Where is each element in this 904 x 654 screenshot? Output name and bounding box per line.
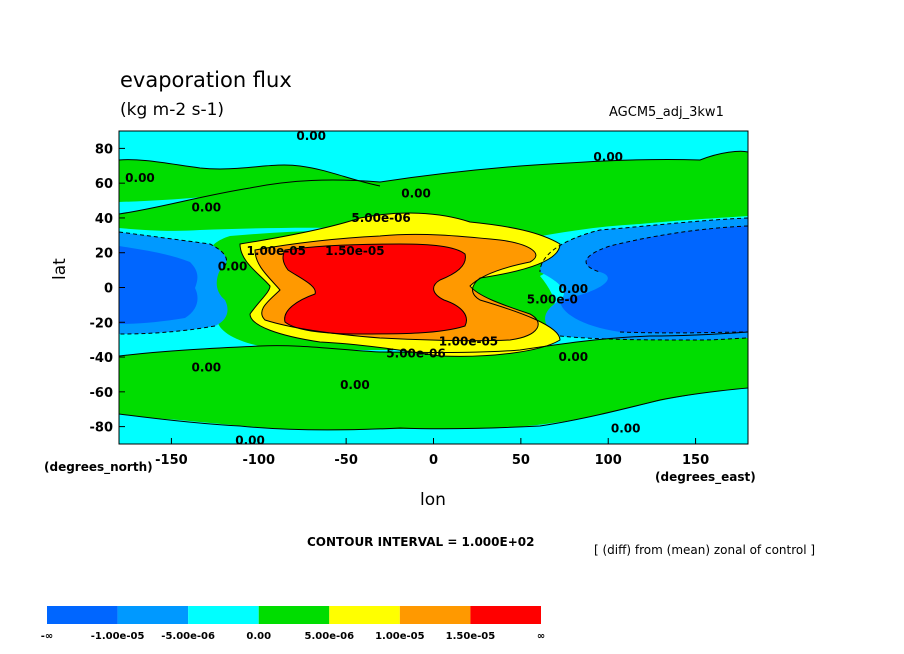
colorbar-swatch bbox=[188, 606, 259, 624]
chart-title: evaporation flux bbox=[120, 68, 292, 92]
colorbar-label: -1.00e-05 bbox=[91, 631, 145, 642]
contour-label: 0.00 bbox=[235, 434, 265, 448]
colorbar-label: -∞ bbox=[41, 631, 53, 642]
x-axis-label: lon bbox=[420, 490, 446, 510]
colorbar-label: 1.00e-05 bbox=[375, 631, 425, 642]
contour-label: 5.00e-06 bbox=[351, 211, 410, 225]
x-tick-label: 100 bbox=[595, 453, 622, 468]
colorbar-swatch bbox=[258, 606, 330, 624]
contour-label: 1.00e-05 bbox=[247, 244, 306, 258]
contour-label: 0.00 bbox=[558, 350, 588, 364]
colorbar-swatch bbox=[399, 606, 471, 624]
y-tick-label: -80 bbox=[90, 421, 114, 436]
contour-label: 0.00 bbox=[558, 282, 588, 296]
colorbar-label: 5.00e-06 bbox=[305, 631, 355, 642]
y-tick-label: 20 bbox=[95, 247, 113, 262]
contour-label: 5.00e-0 bbox=[527, 293, 578, 307]
contour-label: 1.50e-05 bbox=[325, 244, 384, 258]
x-tick-label: 0 bbox=[429, 453, 438, 468]
chart-units: (kg m-2 s-1) bbox=[120, 100, 225, 120]
colorbar-label: -5.00e-06 bbox=[161, 631, 215, 642]
y-tick-label: -20 bbox=[90, 316, 114, 331]
colorbar-label: 0.00 bbox=[246, 631, 271, 642]
colorbar-label: 1.50e-05 bbox=[446, 631, 496, 642]
model-name: AGCM5_adj_3kw1 bbox=[609, 105, 724, 120]
x-tick-label: 50 bbox=[512, 453, 530, 468]
contour-label: 0.00 bbox=[296, 129, 326, 143]
contour-label: 5.00e-06 bbox=[386, 347, 445, 361]
contour-label: 0.00 bbox=[218, 260, 248, 274]
x-tick-label: -50 bbox=[334, 453, 358, 468]
y-tick-label: 60 bbox=[95, 177, 113, 192]
contour-label: 0.00 bbox=[192, 360, 222, 374]
colorbar-swatch bbox=[470, 606, 541, 624]
contour-interval: CONTOUR INTERVAL = 1.000E+02 bbox=[307, 535, 535, 549]
x-tick-label: 150 bbox=[682, 453, 709, 468]
y-axis-unit: (degrees_north) bbox=[44, 460, 153, 474]
y-tick-label: 80 bbox=[95, 142, 113, 157]
x-axis-unit: (degrees_east) bbox=[655, 470, 756, 484]
contour-label: 1.00e-05 bbox=[439, 334, 498, 348]
diff-note: [ (diff) from (mean) zonal of control ] bbox=[594, 543, 816, 557]
colorbar-label: ∞ bbox=[537, 631, 545, 642]
y-tick-label: 40 bbox=[95, 212, 113, 227]
contour-label: 0.00 bbox=[401, 187, 431, 201]
contour-label: 0.00 bbox=[192, 201, 222, 215]
colorbar-swatch bbox=[117, 606, 189, 624]
y-tick-label: 0 bbox=[104, 282, 113, 297]
colorbar-swatch bbox=[329, 606, 400, 624]
contour-label: 0.00 bbox=[340, 378, 370, 392]
x-tick-label: -150 bbox=[155, 453, 188, 468]
x-tick-label: -100 bbox=[243, 453, 276, 468]
contour-label: 0.00 bbox=[593, 150, 623, 164]
colorbar-swatch bbox=[47, 606, 118, 624]
y-tick-label: -60 bbox=[90, 386, 114, 401]
contour-label: 0.00 bbox=[611, 421, 641, 435]
contour-label: 0.00 bbox=[125, 171, 155, 185]
y-tick-label: -40 bbox=[90, 351, 114, 366]
